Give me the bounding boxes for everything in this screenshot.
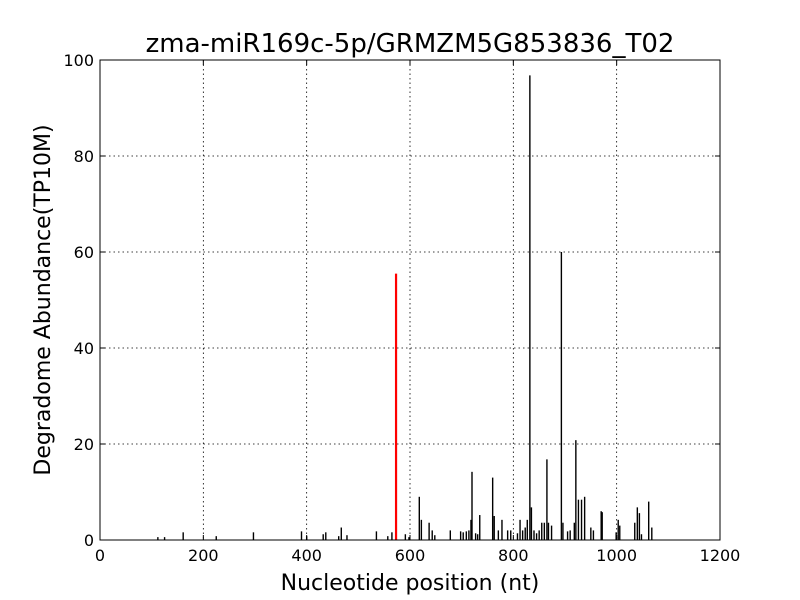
y-tick-label: 60: [74, 243, 94, 262]
chart-title: zma-miR169c-5p/GRMZM5G853836_T02: [146, 29, 675, 59]
y-tick-label: 80: [74, 147, 94, 166]
x-tick-label: 200: [188, 546, 219, 565]
y-tick-label: 40: [74, 339, 94, 358]
bars: [157, 75, 653, 540]
ticks: 0 200 400 600 800 1000 1200 0 20 40 60 80 100: [63, 51, 740, 565]
x-tick-label: 1200: [700, 546, 741, 565]
x-tick-label: 800: [498, 546, 529, 565]
x-tick-label: 400: [291, 546, 322, 565]
x-tick-label: 1000: [596, 546, 637, 565]
grid: [100, 60, 720, 540]
y-tick-label: 0: [84, 531, 94, 550]
x-tick-label: 0: [95, 546, 105, 565]
y-tick-label: 20: [74, 435, 94, 454]
x-tick-label: 600: [395, 546, 426, 565]
y-tick-label: 100: [63, 51, 94, 70]
y-axis-label: Degradome Abundance(TP10M): [31, 124, 56, 475]
x-axis-label: Nucleotide position (nt): [281, 571, 540, 596]
